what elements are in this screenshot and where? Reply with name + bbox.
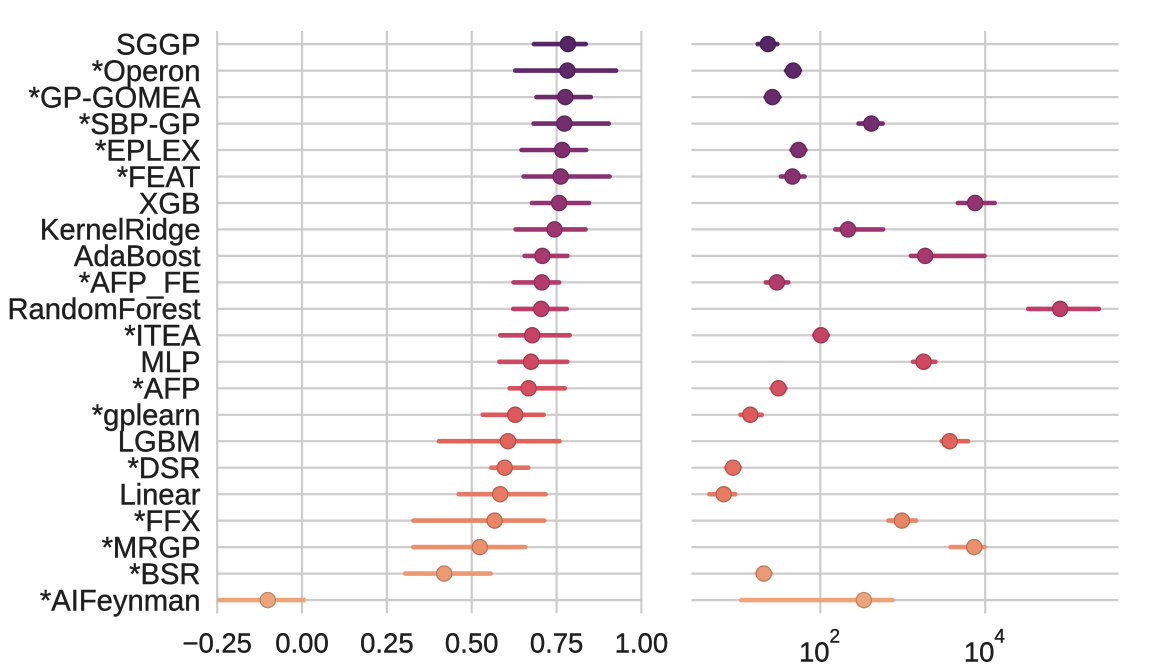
svg-text:*EPLEX: *EPLEX: [95, 135, 200, 167]
svg-text:AdaBoost: AdaBoost: [74, 241, 201, 273]
svg-text:LGBM: LGBM: [118, 427, 201, 459]
svg-text:4: 4: [994, 626, 1005, 647]
svg-text:*AFP: *AFP: [132, 374, 200, 406]
svg-text:−0.25: −0.25: [182, 628, 252, 659]
svg-text:*ITEA: *ITEA: [124, 321, 201, 353]
svg-text:0.00: 0.00: [275, 628, 329, 659]
svg-text:SGGP: SGGP: [116, 29, 200, 61]
svg-text:*gplearn: *gplearn: [92, 400, 201, 432]
svg-text:*SBP-GP: *SBP-GP: [79, 109, 201, 141]
svg-text:*FFX: *FFX: [134, 506, 200, 538]
svg-text:*FEAT: *FEAT: [117, 162, 201, 194]
svg-text:RandomForest: RandomForest: [7, 294, 200, 326]
svg-text:0.75: 0.75: [530, 628, 584, 659]
svg-text:MLP: MLP: [140, 347, 200, 379]
svg-text:1.00: 1.00: [615, 628, 669, 659]
svg-text:Linear: Linear: [119, 480, 200, 512]
svg-text:2: 2: [830, 626, 841, 647]
svg-text:10: 10: [964, 637, 995, 668]
svg-text:XGB: XGB: [139, 188, 201, 220]
svg-text:10: 10: [799, 637, 830, 668]
svg-text:*BSR: *BSR: [129, 559, 200, 591]
svg-text:*DSR: *DSR: [128, 453, 201, 485]
svg-text:*MRGP: *MRGP: [102, 532, 201, 564]
svg-text:*GP-GOMEA: *GP-GOMEA: [29, 82, 201, 114]
svg-text:0.25: 0.25: [360, 628, 414, 659]
svg-text:KernelRidge: KernelRidge: [40, 215, 201, 247]
svg-text:0.50: 0.50: [445, 628, 499, 659]
svg-text:*Operon: *Operon: [92, 56, 201, 88]
svg-text:*AFP_FE: *AFP_FE: [79, 268, 201, 300]
svg-text:*AIFeynman: *AIFeynman: [40, 585, 201, 617]
